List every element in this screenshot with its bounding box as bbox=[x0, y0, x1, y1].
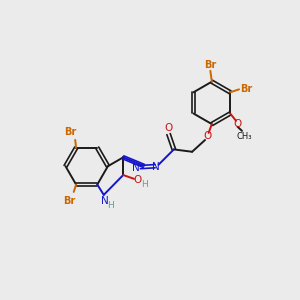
Text: O: O bbox=[203, 131, 211, 142]
Text: Br: Br bbox=[63, 196, 75, 206]
Text: O: O bbox=[233, 119, 242, 129]
Text: N: N bbox=[152, 162, 160, 172]
Text: Br: Br bbox=[64, 127, 76, 137]
Text: O: O bbox=[164, 123, 173, 133]
Text: N: N bbox=[101, 196, 109, 206]
Text: CH₃: CH₃ bbox=[237, 132, 252, 141]
Text: H: H bbox=[141, 180, 148, 189]
Text: N: N bbox=[132, 163, 140, 173]
Text: Br: Br bbox=[204, 60, 217, 70]
Text: H: H bbox=[107, 201, 114, 210]
Text: Br: Br bbox=[240, 84, 252, 94]
Text: O: O bbox=[134, 175, 142, 185]
